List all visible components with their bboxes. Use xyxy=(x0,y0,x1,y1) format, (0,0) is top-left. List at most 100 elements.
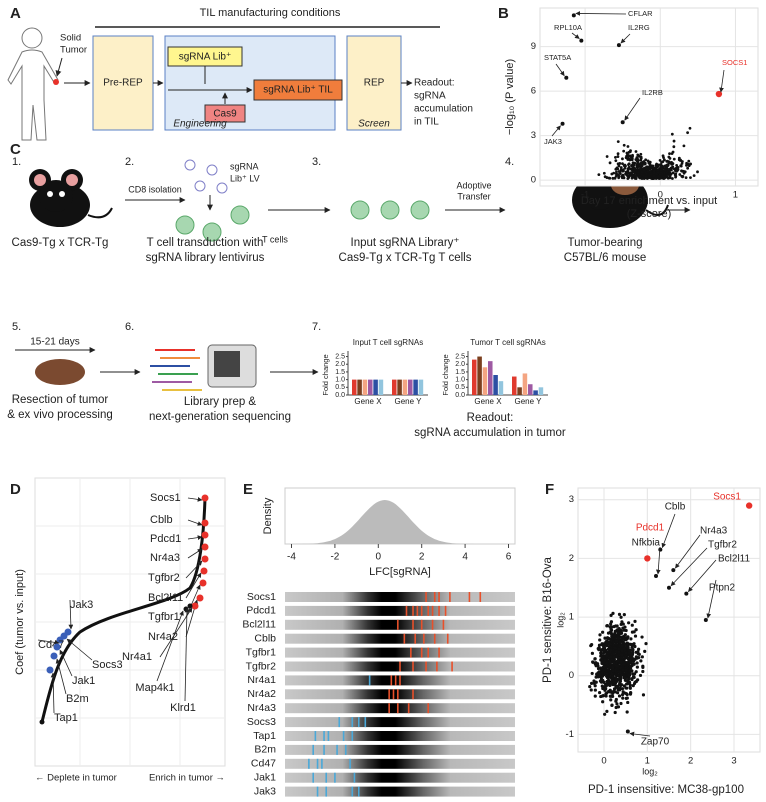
background-point xyxy=(608,675,612,679)
gene-label: Socs3 xyxy=(247,716,276,728)
chart-title: Tumor T cell sgRNAs xyxy=(470,338,545,347)
background-point xyxy=(637,655,641,660)
panel-c-art xyxy=(15,159,691,391)
bar xyxy=(472,359,477,395)
gene-point xyxy=(201,531,209,539)
background-point xyxy=(605,672,609,676)
panel-a: A TIL manufacturing conditions Solid Tum… xyxy=(7,5,473,141)
box-label: Cas9 xyxy=(213,109,237,120)
background-point xyxy=(670,132,674,136)
background-point xyxy=(615,170,618,174)
gene-label: Pdcd1 xyxy=(246,605,276,617)
source-label: Tumor xyxy=(60,45,87,56)
gene-label: Socs1 xyxy=(150,492,181,504)
background-point xyxy=(611,669,615,673)
arrow xyxy=(675,534,701,569)
background-point xyxy=(686,166,690,170)
step-caption: C57BL/6 mouse xyxy=(564,252,646,264)
background-point xyxy=(610,675,614,679)
panel-title: TIL manufacturing conditions xyxy=(200,7,341,19)
arrow xyxy=(66,638,93,661)
background-point xyxy=(668,176,672,180)
background-point xyxy=(670,166,674,170)
background-point xyxy=(657,163,661,167)
lfc-track xyxy=(285,703,515,714)
background-point xyxy=(615,664,620,668)
arrow xyxy=(156,610,184,682)
background-point xyxy=(609,648,613,652)
background-point xyxy=(623,625,627,629)
point xyxy=(684,591,689,596)
point-label: Nfkbia xyxy=(632,538,661,549)
lfc-track xyxy=(285,744,515,755)
gene-label: Nr4a3 xyxy=(247,702,276,714)
background-point xyxy=(684,176,688,180)
background-point xyxy=(608,689,613,694)
lfc-track xyxy=(285,717,515,728)
gene-point xyxy=(60,632,68,640)
x-axis-unit: log₂ xyxy=(642,766,658,776)
point xyxy=(703,618,708,622)
background-point xyxy=(632,642,636,646)
gene-label: Socs3 xyxy=(92,659,123,671)
background-point xyxy=(610,703,614,707)
background-point xyxy=(595,672,599,676)
background-point xyxy=(689,176,692,180)
background-point xyxy=(640,655,644,659)
background-point xyxy=(668,156,672,160)
gene-label: Nr4a2 xyxy=(148,631,178,643)
lfc-track xyxy=(285,647,515,658)
background-point xyxy=(611,176,615,180)
point-label: Bcl2l11 xyxy=(718,554,750,565)
background-point xyxy=(621,696,625,700)
human-figure xyxy=(7,27,59,141)
background-point xyxy=(640,635,644,639)
background-point xyxy=(636,170,640,174)
background-point xyxy=(626,679,630,683)
x-axis-label: Day 17 enrichment vs. input xyxy=(581,195,717,207)
background-point xyxy=(654,166,658,170)
background-point xyxy=(628,686,632,690)
x-tick-label: 2 xyxy=(688,756,693,767)
background-point xyxy=(606,631,611,635)
point-label: Ptpn2 xyxy=(709,583,736,594)
step-caption: Library prep & xyxy=(184,396,257,408)
background-point xyxy=(616,674,620,678)
background-point xyxy=(692,174,696,178)
background-point xyxy=(641,669,645,674)
arrow xyxy=(629,731,651,737)
gene-point xyxy=(191,602,199,610)
background-point xyxy=(632,170,636,174)
background-point xyxy=(625,661,630,666)
point xyxy=(625,729,630,734)
background-point xyxy=(627,673,631,677)
background-point xyxy=(637,647,641,651)
background-point xyxy=(608,161,612,165)
gene-label: Jak1 xyxy=(254,771,276,783)
virus-label: Lib⁺ LV xyxy=(230,173,260,183)
background-point xyxy=(619,701,623,706)
background-point xyxy=(663,171,666,175)
background-point xyxy=(621,162,624,166)
y-tick-label: 1 xyxy=(569,612,574,623)
step-caption: next-generation sequencing xyxy=(149,411,291,423)
background-point xyxy=(600,666,604,670)
step-caption: & ex vivo processing xyxy=(7,409,112,421)
gene-label: Nr4a2 xyxy=(247,688,276,700)
background-point xyxy=(639,166,643,170)
background-point xyxy=(602,664,607,669)
background-point xyxy=(628,648,632,652)
background-point xyxy=(616,162,620,166)
background-point xyxy=(619,168,623,172)
background-point xyxy=(623,633,627,637)
cas9-box xyxy=(204,104,246,123)
background-point xyxy=(659,165,663,169)
readout-line: sgRNA xyxy=(414,91,446,102)
background-point xyxy=(597,173,601,177)
background-point xyxy=(620,687,625,691)
background-point xyxy=(672,145,676,149)
background-point xyxy=(618,680,622,685)
background-point xyxy=(632,630,636,634)
background-point xyxy=(664,165,667,169)
x-tick-label: -1 xyxy=(581,190,589,201)
